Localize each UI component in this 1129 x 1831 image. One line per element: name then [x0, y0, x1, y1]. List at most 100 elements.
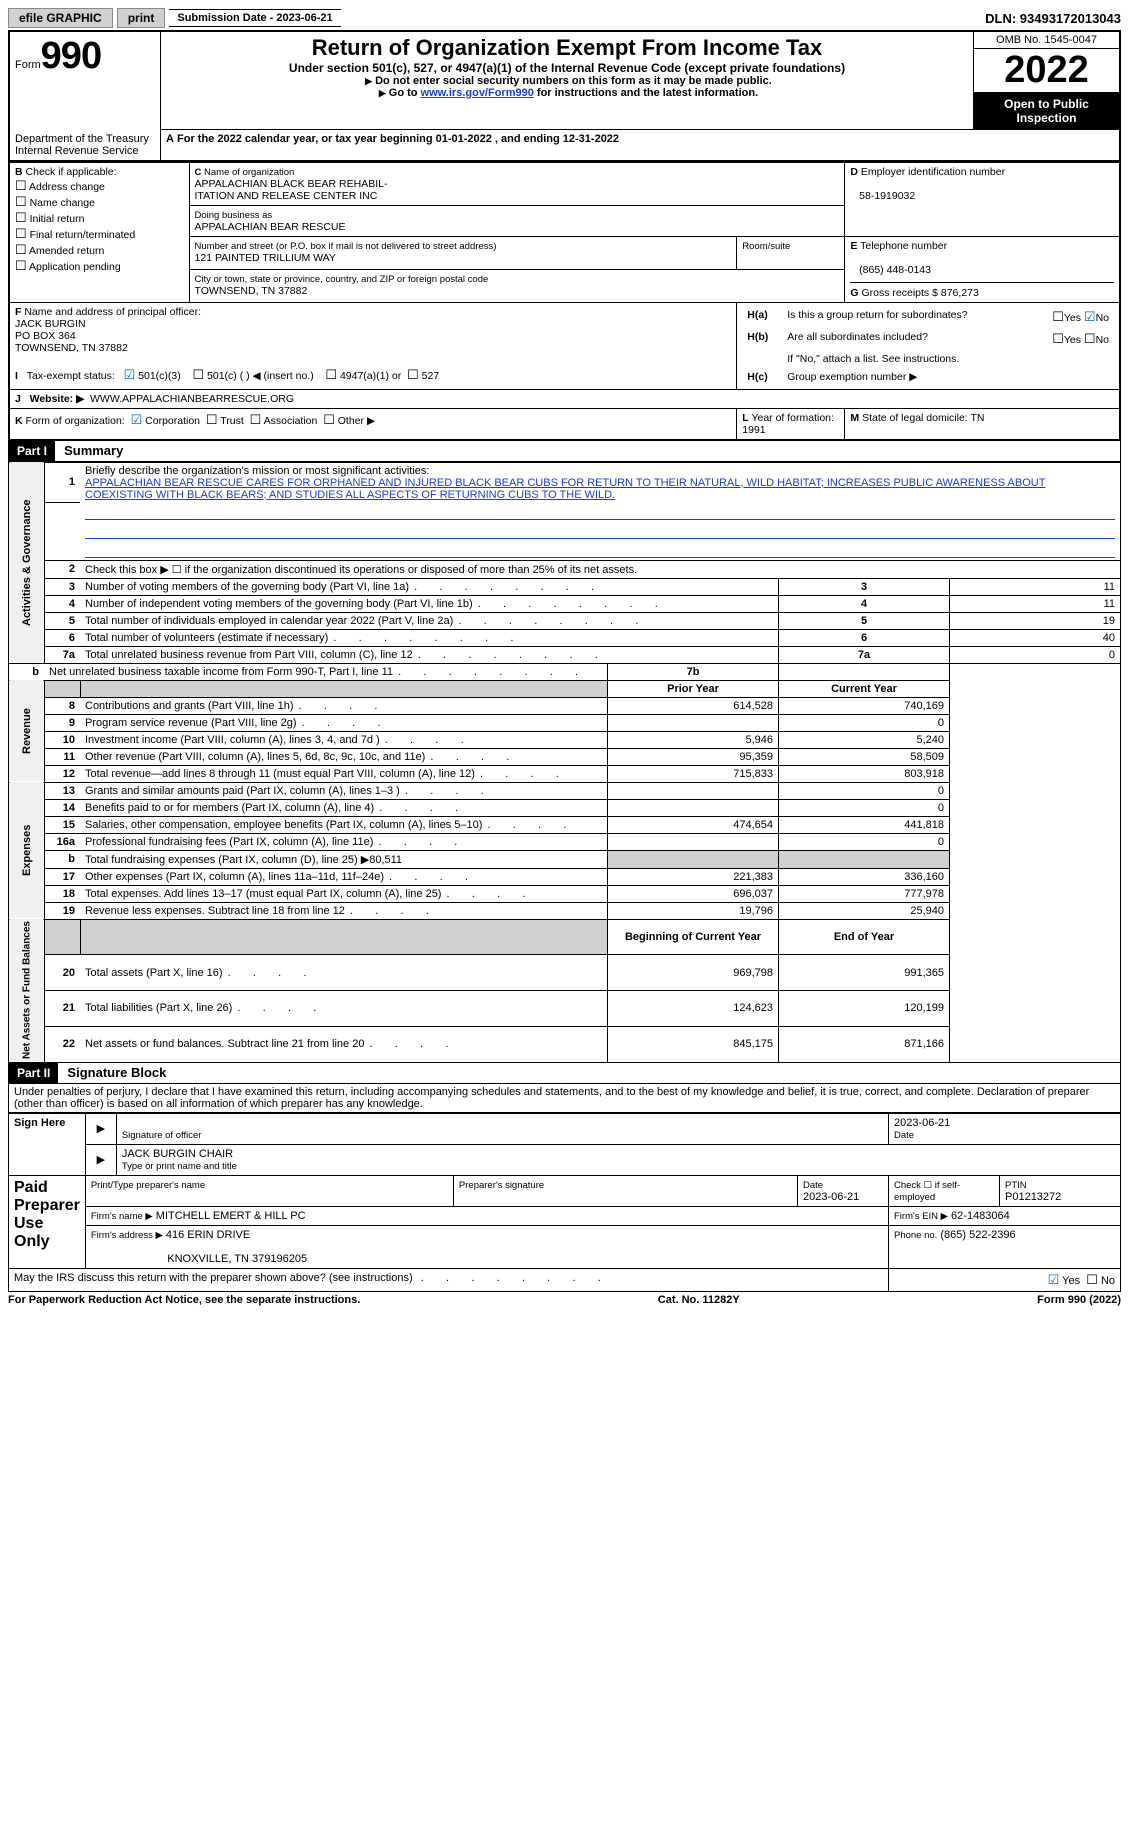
check-501c3[interactable] [124, 370, 136, 382]
check-name[interactable] [15, 197, 27, 209]
check-other[interactable] [323, 415, 335, 427]
sig-date: 2023-06-21 [894, 1117, 950, 1129]
check-address[interactable] [15, 181, 27, 193]
firm-ein: 62-1483064 [951, 1210, 1010, 1222]
line-a: For the 2022 calendar year, or tax year … [177, 133, 619, 145]
check-pending[interactable] [15, 261, 27, 273]
mission-text: APPALACHIAN BEAR RESCUE CARES FOR ORPHAN… [85, 477, 1045, 501]
firm-addr2: KNOXVILLE, TN 379196205 [167, 1253, 307, 1265]
part1-table: Activities & Governance 1 Briefly descri… [8, 462, 1121, 1063]
footer: For Paperwork Reduction Act Notice, see … [8, 1294, 1121, 1306]
gross-receipts: 876,273 [941, 287, 979, 299]
entity-info: B Check if applicable: Address change Na… [8, 162, 1121, 441]
top-bar: efile GRAPHIC print Submission Date - 20… [8, 8, 1121, 28]
line16b: Total fundraising expenses (Part IX, col… [80, 850, 608, 868]
firm-addr-label: Firm's address ▶ [91, 1230, 163, 1241]
dba: APPALACHIAN BEAR RESCUE [195, 221, 346, 233]
print-btn[interactable]: print [117, 8, 166, 28]
form-subtitle: Under section 501(c), 527, or 4947(a)(1)… [166, 61, 968, 75]
note-ssn: Do not enter social security numbers on … [375, 75, 772, 87]
arrow-icon: ▶ [85, 1113, 116, 1144]
firm-ein-label: Firm's EIN ▶ [894, 1211, 948, 1222]
omb-number: OMB No. 1545-0047 [974, 32, 1119, 49]
k-label: Form of organization: [26, 415, 125, 427]
discuss-no[interactable] [1086, 1275, 1098, 1287]
check-final[interactable] [15, 229, 27, 241]
ha-no[interactable] [1084, 312, 1096, 324]
org-name1: APPALACHIAN BLACK BEAR REHABIL- [195, 178, 388, 190]
vert-net: Net Assets or Fund Balances [9, 919, 45, 1062]
check-amended[interactable] [15, 245, 27, 257]
open-inspection: Open to Public Inspection [974, 93, 1119, 129]
form-footer: Form 990 (2022) [1037, 1294, 1121, 1306]
hb-yes[interactable] [1052, 334, 1064, 346]
check-assoc[interactable] [250, 415, 262, 427]
sign-here: Sign Here [9, 1113, 86, 1175]
hb-no[interactable] [1084, 334, 1096, 346]
submission-date: Submission Date - 2023-06-21 [169, 9, 340, 27]
check-initial[interactable] [15, 213, 27, 225]
b-label: Check if applicable: [26, 166, 117, 178]
form-prefix: Form [15, 59, 41, 71]
arrow-icon: ▶ [85, 1144, 116, 1175]
efile-btn[interactable]: efile GRAPHIC [8, 8, 113, 28]
ha-yes[interactable] [1052, 312, 1064, 324]
dln: DLN: 93493172013043 [985, 11, 1121, 26]
dept-treasury: Department of the Treasury [15, 133, 149, 145]
irs-link[interactable]: www.irs.gov/Form990 [421, 87, 534, 99]
note-goto-pre: Go to [389, 87, 421, 99]
prep-date: 2023-06-21 [803, 1191, 859, 1203]
c-name-label: Name of organization [204, 167, 294, 178]
officer-addr: PO BOX 364 [15, 330, 76, 342]
check-corp[interactable] [131, 415, 143, 427]
discuss-label: May the IRS discuss this return with the… [14, 1272, 413, 1284]
firm-phone-label: Phone no. [894, 1230, 937, 1241]
firm-addr1: 416 ERIN DRIVE [166, 1229, 250, 1241]
form-title: Return of Organization Exempt From Incom… [166, 35, 968, 61]
vert-gov: Activities & Governance [9, 462, 45, 663]
vert-rev: Revenue [9, 680, 45, 782]
check-527[interactable] [407, 370, 419, 382]
name-title-label: Type or print name and title [122, 1161, 237, 1172]
col-end: End of Year [779, 919, 950, 955]
j-label: Website: ▶ [30, 393, 85, 405]
ptin-label: PTIN [1005, 1180, 1027, 1191]
f-label: Name and address of principal officer: [24, 306, 201, 318]
part2-header: Part II [9, 1063, 58, 1083]
d-label: Employer identification number [861, 166, 1005, 178]
paid-preparer: Paid Preparer Use Only [9, 1175, 86, 1268]
street: 121 PAINTED TRILLIUM WAY [195, 252, 336, 264]
firm-name: MITCHELL EMERT & HILL PC [156, 1210, 306, 1222]
g-label: Gross receipts $ [862, 287, 938, 299]
ptin: P01213272 [1005, 1191, 1061, 1203]
check-501c[interactable] [192, 370, 204, 382]
i-label: Tax-exempt status: [27, 370, 115, 382]
m-label: State of legal domicile: [862, 412, 968, 424]
prep-sig-label: Preparer's signature [459, 1180, 544, 1191]
firm-phone: (865) 522-2396 [940, 1229, 1015, 1241]
city: TOWNSEND, TN 37882 [195, 285, 308, 297]
col-prior: Prior Year [608, 680, 779, 697]
sig-officer-label: Signature of officer [122, 1130, 202, 1141]
col-current: Current Year [779, 680, 950, 697]
room-label: Room/suite [742, 241, 790, 252]
website: WWW.APPALACHIANBEARRESCUE.ORG [90, 393, 294, 405]
irs-label: Internal Revenue Service [15, 145, 139, 157]
check-self[interactable]: Check ☐ if self-employed [894, 1180, 960, 1203]
hc-label: Group exemption number ▶ [782, 368, 1114, 386]
phone: (865) 448-0143 [859, 264, 931, 276]
org-name2: ITATION AND RELEASE CENTER INC [195, 190, 378, 202]
dba-label: Doing business as [195, 210, 273, 221]
discuss-yes[interactable] [1048, 1275, 1060, 1287]
check-trust[interactable] [206, 415, 218, 427]
e-label: Telephone number [860, 240, 947, 252]
line1-label: Briefly describe the organization's miss… [85, 465, 429, 477]
declaration: Under penalties of perjury, I declare th… [8, 1084, 1121, 1113]
check-4947[interactable] [325, 370, 337, 382]
cat-no: Cat. No. 11282Y [658, 1294, 740, 1306]
officer-printed: JACK BURGIN CHAIR [122, 1148, 233, 1160]
form-header: Form990 Return of Organization Exempt Fr… [8, 30, 1121, 162]
note-goto-post: for instructions and the latest informat… [534, 87, 758, 99]
part2-title: Signature Block [61, 1065, 166, 1080]
hb-note: If "No," attach a list. See instructions… [782, 350, 1114, 368]
